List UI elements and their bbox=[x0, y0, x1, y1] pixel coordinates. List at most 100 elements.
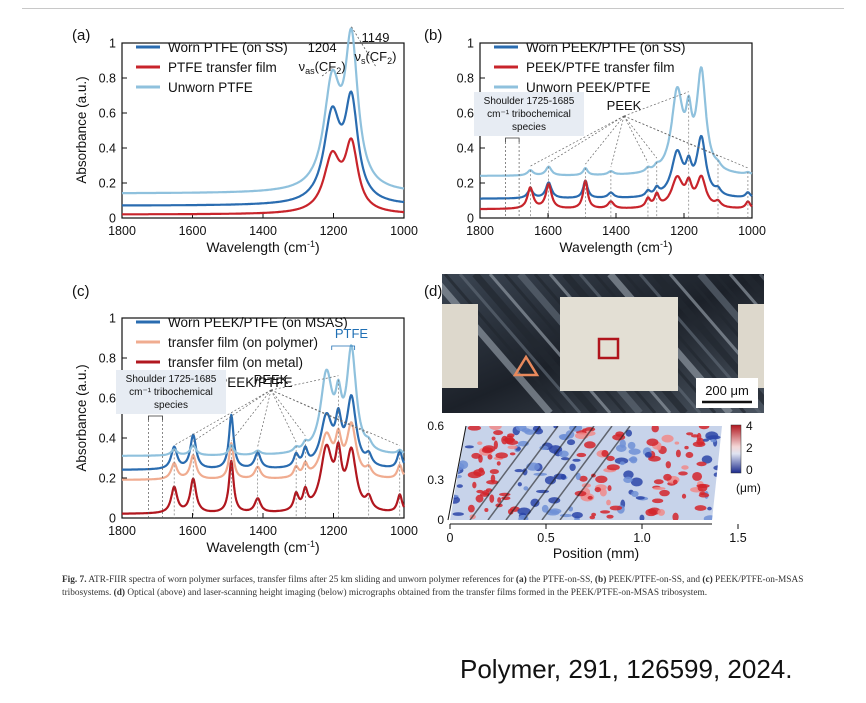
height-blob bbox=[541, 504, 549, 513]
height-blob bbox=[544, 475, 557, 485]
height-blob bbox=[672, 479, 678, 485]
shoulder-bracket bbox=[505, 137, 520, 142]
height-blob bbox=[652, 486, 666, 490]
x-tick-label: 1.5 bbox=[729, 531, 746, 545]
x-axis-label-close: ) bbox=[315, 539, 320, 555]
polymer-pad bbox=[442, 304, 478, 388]
mode-end: ) bbox=[341, 59, 345, 74]
height-blob bbox=[493, 430, 504, 436]
height-blob bbox=[713, 465, 722, 471]
colorbar bbox=[730, 424, 742, 474]
height-blob bbox=[663, 473, 672, 481]
height-blob bbox=[684, 445, 689, 450]
ptfe-bracket bbox=[331, 345, 356, 350]
y-tick-label: 0.6 bbox=[427, 419, 444, 433]
x-tick-label: 1600 bbox=[179, 524, 207, 538]
peek-leader bbox=[585, 115, 625, 165]
series-line-3 bbox=[479, 66, 753, 177]
height-blob bbox=[467, 471, 482, 479]
height-blob bbox=[692, 441, 706, 448]
height-blob bbox=[509, 452, 516, 456]
panel-label: (c) bbox=[72, 283, 90, 300]
height-blob bbox=[569, 426, 583, 432]
height-blob bbox=[587, 495, 593, 500]
shoulder-label: Shoulder 1725-1685 bbox=[484, 96, 575, 107]
x-tick-label: 1200 bbox=[670, 224, 698, 238]
height-blob bbox=[450, 438, 461, 446]
peek-leader bbox=[623, 115, 658, 159]
height-blob bbox=[623, 476, 633, 483]
height-blob bbox=[703, 515, 717, 520]
plot-frame bbox=[121, 317, 405, 519]
groove-line bbox=[487, 426, 559, 520]
series-line-3 bbox=[121, 441, 405, 515]
x-tick-label: 0 bbox=[447, 531, 454, 545]
x-axis-label: Position (mm) bbox=[553, 545, 639, 561]
height-blob bbox=[522, 468, 528, 476]
ptfe-label: PTFE bbox=[335, 326, 369, 341]
peek-leader bbox=[230, 389, 272, 442]
y-tick-label: 0.6 bbox=[99, 392, 116, 406]
groove-line bbox=[505, 426, 577, 520]
height-blob bbox=[523, 486, 529, 491]
height-blob bbox=[453, 428, 462, 435]
y-tick-label: 0.4 bbox=[99, 142, 116, 156]
wear-streak bbox=[713, 274, 764, 334]
height-blob bbox=[685, 451, 694, 458]
shoulder-label: species bbox=[512, 122, 546, 133]
height-blob bbox=[451, 445, 462, 450]
height-blob bbox=[615, 444, 627, 452]
height-blob bbox=[517, 507, 531, 516]
y-tick-label: 0.8 bbox=[99, 72, 116, 86]
height-blob bbox=[575, 472, 581, 481]
height-blob bbox=[645, 508, 657, 517]
caption-text-4: PEEK/PTFE-on-MSAS tribosystems. bbox=[62, 575, 804, 598]
height-blob bbox=[702, 438, 709, 442]
wear-streak bbox=[790, 274, 866, 413]
height-blob bbox=[651, 426, 659, 433]
height-blob bbox=[456, 484, 463, 488]
peek-leader bbox=[270, 389, 297, 443]
scale-bar-label: 200 μm bbox=[705, 383, 749, 398]
legend-entry: PEEK/PTFE transfer film bbox=[526, 60, 675, 75]
height-blob bbox=[484, 507, 489, 512]
height-blob bbox=[694, 505, 707, 511]
series-line-2 bbox=[479, 174, 753, 211]
y-tick-label: 0 bbox=[467, 212, 474, 226]
x-axis-label-sup: -1 bbox=[307, 539, 315, 549]
x-axis-label-close: ) bbox=[315, 239, 320, 255]
y-tick-label: 0.6 bbox=[99, 107, 116, 121]
height-blob bbox=[631, 490, 639, 497]
height-blob bbox=[599, 510, 611, 514]
height-blob bbox=[560, 457, 570, 461]
x-tick-label: 0.5 bbox=[537, 531, 554, 545]
height-blob bbox=[686, 432, 694, 436]
peek-label: PEEK bbox=[254, 372, 289, 387]
height-blob bbox=[625, 429, 632, 437]
wear-streak bbox=[805, 274, 866, 413]
mode-end: ) bbox=[392, 49, 396, 64]
y-tick-label: 0 bbox=[109, 212, 116, 226]
height-blob bbox=[678, 471, 688, 476]
peek-leader bbox=[623, 115, 649, 163]
polymer-pad bbox=[738, 304, 764, 388]
height-blob bbox=[517, 482, 522, 487]
peek-leader bbox=[270, 389, 400, 447]
height-blob bbox=[710, 439, 717, 443]
mode-annotation: νas(CF2) bbox=[299, 59, 346, 76]
height-blob bbox=[698, 492, 710, 498]
height-blob bbox=[482, 445, 496, 453]
panel-d: (d) 200 μm 0 0.5 1.0 1.5 Position (mm) 0 0.3 0.6 4… bbox=[424, 274, 866, 561]
y-tick-label: 1 bbox=[109, 37, 116, 51]
height-blob bbox=[696, 432, 702, 442]
x-tick-label: 1000 bbox=[738, 224, 766, 238]
mode-sub2: 2 bbox=[336, 66, 341, 76]
height-blob bbox=[628, 448, 641, 455]
caption-ref-b: (b) bbox=[594, 575, 607, 585]
height-blob bbox=[493, 440, 498, 450]
height-blob bbox=[646, 438, 659, 446]
wear-streak bbox=[442, 282, 553, 413]
height-blob bbox=[681, 493, 687, 499]
y-axis-label: Absorbance (a.u.) bbox=[74, 364, 89, 471]
series-line-1 bbox=[121, 90, 405, 207]
